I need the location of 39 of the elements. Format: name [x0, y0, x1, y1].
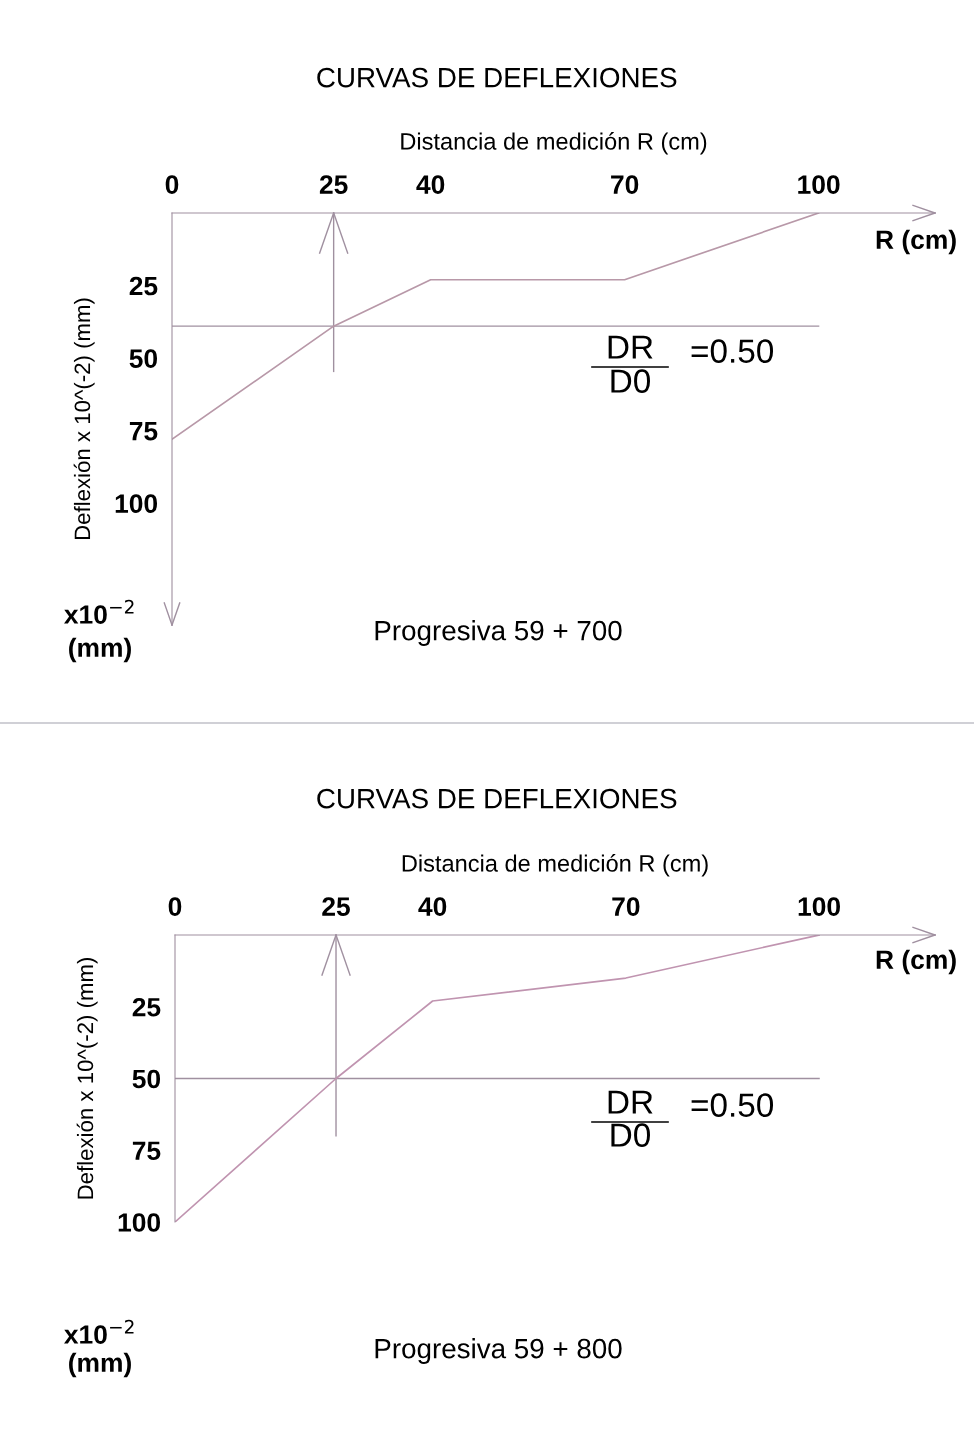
chart-title: CURVAS DE DEFLEXIONES: [317, 67, 677, 88]
x-tick-label: 40: [416, 175, 445, 194]
text: x10$^{−2}$: [64, 599, 134, 624]
x-tick-label: 40: [418, 897, 447, 916]
y-tick-label: 25: [132, 997, 161, 1017]
x-tick-label: 70: [612, 897, 640, 916]
annotation: R (cm): [876, 229, 956, 255]
y-tick-label: 50: [132, 1069, 161, 1089]
y-axis-title: Deflexión x 10^(-2) (mm): [76, 957, 98, 1199]
chart-title: CURVAS DE DEFLEXIONES: [317, 788, 677, 809]
y-axis-title: Deflexión x 10^(-2) (mm): [73, 298, 95, 540]
line-series: [172, 213, 820, 441]
x-tick-label: 70: [611, 175, 639, 194]
annotation: D0: [611, 369, 650, 393]
y-tick-label: 25: [129, 276, 158, 296]
y-tick-label: 75: [132, 1141, 161, 1161]
annotation: R (cm): [876, 949, 956, 975]
annotation: D0: [611, 1123, 650, 1147]
x-tick-label: 100: [798, 175, 840, 194]
text: x10$^{−2}$: [64, 1319, 134, 1344]
x-axis-title: Distancia de medición R (cm): [402, 854, 708, 877]
y-tick-label: 75: [129, 422, 158, 441]
annotation: DR: [608, 1090, 653, 1114]
x-tick-label: 0: [168, 897, 182, 916]
text: (mm): [69, 637, 131, 663]
y-tick-label: 50: [129, 349, 158, 368]
x-tick-label: 100: [798, 897, 840, 916]
x-tick-label: 0: [165, 175, 179, 194]
annotation: =0.50: [691, 339, 774, 363]
text: (mm): [69, 1352, 131, 1378]
x-axis-title: Distancia de medición R (cm): [401, 132, 707, 155]
x-tick-label: 25: [319, 175, 348, 194]
y-tick-label: 100: [115, 494, 158, 513]
annotation: DR: [608, 335, 653, 359]
text: Progresiva 59 + 800: [375, 1338, 622, 1364]
annotation: Progresiva 59 + 700: [375, 620, 622, 646]
annotation: =0.50: [691, 1093, 774, 1117]
x-tick-label: 25: [322, 897, 350, 916]
y-tick-label: 100: [118, 1213, 161, 1232]
